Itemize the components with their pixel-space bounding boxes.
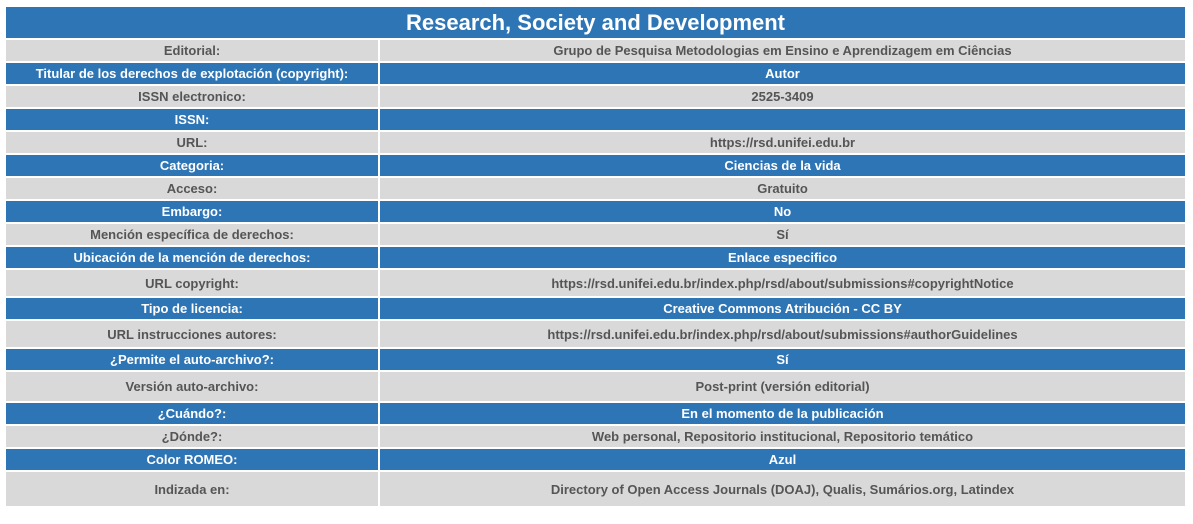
row-value: https://rsd.unifei.edu.br/index.php/rsd/… [380, 321, 1185, 347]
row-label: URL copyright: [6, 270, 378, 296]
row-label: ISSN: [6, 109, 378, 130]
table-row: Color ROMEO: Azul [6, 449, 1185, 470]
table-row: Titular de los derechos de explotación (… [6, 63, 1185, 84]
table-row: URL copyright: https://rsd.unifei.edu.br/… [6, 270, 1185, 296]
table-row: ¿Cuándo?: En el momento de la publicación [6, 403, 1185, 424]
table-row: URL instrucciones autores: https://rsd.un… [6, 321, 1185, 347]
row-value: Ciencias de la vida [380, 155, 1185, 176]
row-label: Acceso: [6, 178, 378, 199]
row-label: Embargo: [6, 201, 378, 222]
row-label: Color ROMEO: [6, 449, 378, 470]
row-value: Directory of Open Access Journals (DOAJ)… [380, 472, 1185, 506]
table-row: Ubicación de la mención de derechos: Enla… [6, 247, 1185, 268]
table-row: ¿Permite el auto-archivo?: Sí [6, 349, 1185, 370]
table-row: ¿Dónde?: Web personal, Repositorio instit… [6, 426, 1185, 447]
row-label: URL instrucciones autores: [6, 321, 378, 347]
row-value: Sí [380, 349, 1185, 370]
table-row: Tipo de licencia: Creative Commons Atribu… [6, 298, 1185, 319]
table-row: Embargo: No [6, 201, 1185, 222]
journal-info-panel: Research, Society and Development Editor… [4, 5, 1187, 508]
row-label: Tipo de licencia: [6, 298, 378, 319]
row-label: Editorial: [6, 40, 378, 61]
row-value: No [380, 201, 1185, 222]
row-label: Versión auto-archivo: [6, 372, 378, 401]
journal-title: Research, Society and Development [6, 7, 1185, 38]
row-label: URL: [6, 132, 378, 153]
row-value: En el momento de la publicación [380, 403, 1185, 424]
row-value: 2525-3409 [380, 86, 1185, 107]
row-value: Web personal, Repositorio institucional,… [380, 426, 1185, 447]
row-label: ISSN electronico: [6, 86, 378, 107]
row-value: https://rsd.unifei.edu.br/index.php/rsd/… [380, 270, 1185, 296]
journal-info-table: Research, Society and Development Editor… [4, 5, 1187, 508]
table-row: Mención específica de derechos: Sí [6, 224, 1185, 245]
table-row: Categoria: Ciencias de la vida [6, 155, 1185, 176]
row-value: Enlace especifico [380, 247, 1185, 268]
table-row: Indizada en: Directory of Open Access Jou… [6, 472, 1185, 506]
row-value: Sí [380, 224, 1185, 245]
row-label: Titular de los derechos de explotación (… [6, 63, 378, 84]
row-value: Creative Commons Atribución - CC BY [380, 298, 1185, 319]
row-label: ¿Permite el auto-archivo?: [6, 349, 378, 370]
table-row: Editorial: Grupo de Pesquisa Metodologias… [6, 40, 1185, 61]
table-row: URL: https://rsd.unifei.edu.br [6, 132, 1185, 153]
row-label: Categoria: [6, 155, 378, 176]
row-value: Autor [380, 63, 1185, 84]
table-row: Versión auto-archivo: Post-print (versión… [6, 372, 1185, 401]
table-row: Acceso: Gratuito [6, 178, 1185, 199]
row-label: Indizada en: [6, 472, 378, 506]
row-label: ¿Cuándo?: [6, 403, 378, 424]
row-label: ¿Dónde?: [6, 426, 378, 447]
table-row: ISSN electronico: 2525-3409 [6, 86, 1185, 107]
row-value [380, 109, 1185, 130]
row-label: Mención específica de derechos: [6, 224, 378, 245]
table-row: ISSN: [6, 109, 1185, 130]
row-value: https://rsd.unifei.edu.br [380, 132, 1185, 153]
row-value: Post-print (versión editorial) [380, 372, 1185, 401]
row-label: Ubicación de la mención de derechos: [6, 247, 378, 268]
row-value: Azul [380, 449, 1185, 470]
row-value: Gratuito [380, 178, 1185, 199]
row-value: Grupo de Pesquisa Metodologias em Ensino… [380, 40, 1185, 61]
